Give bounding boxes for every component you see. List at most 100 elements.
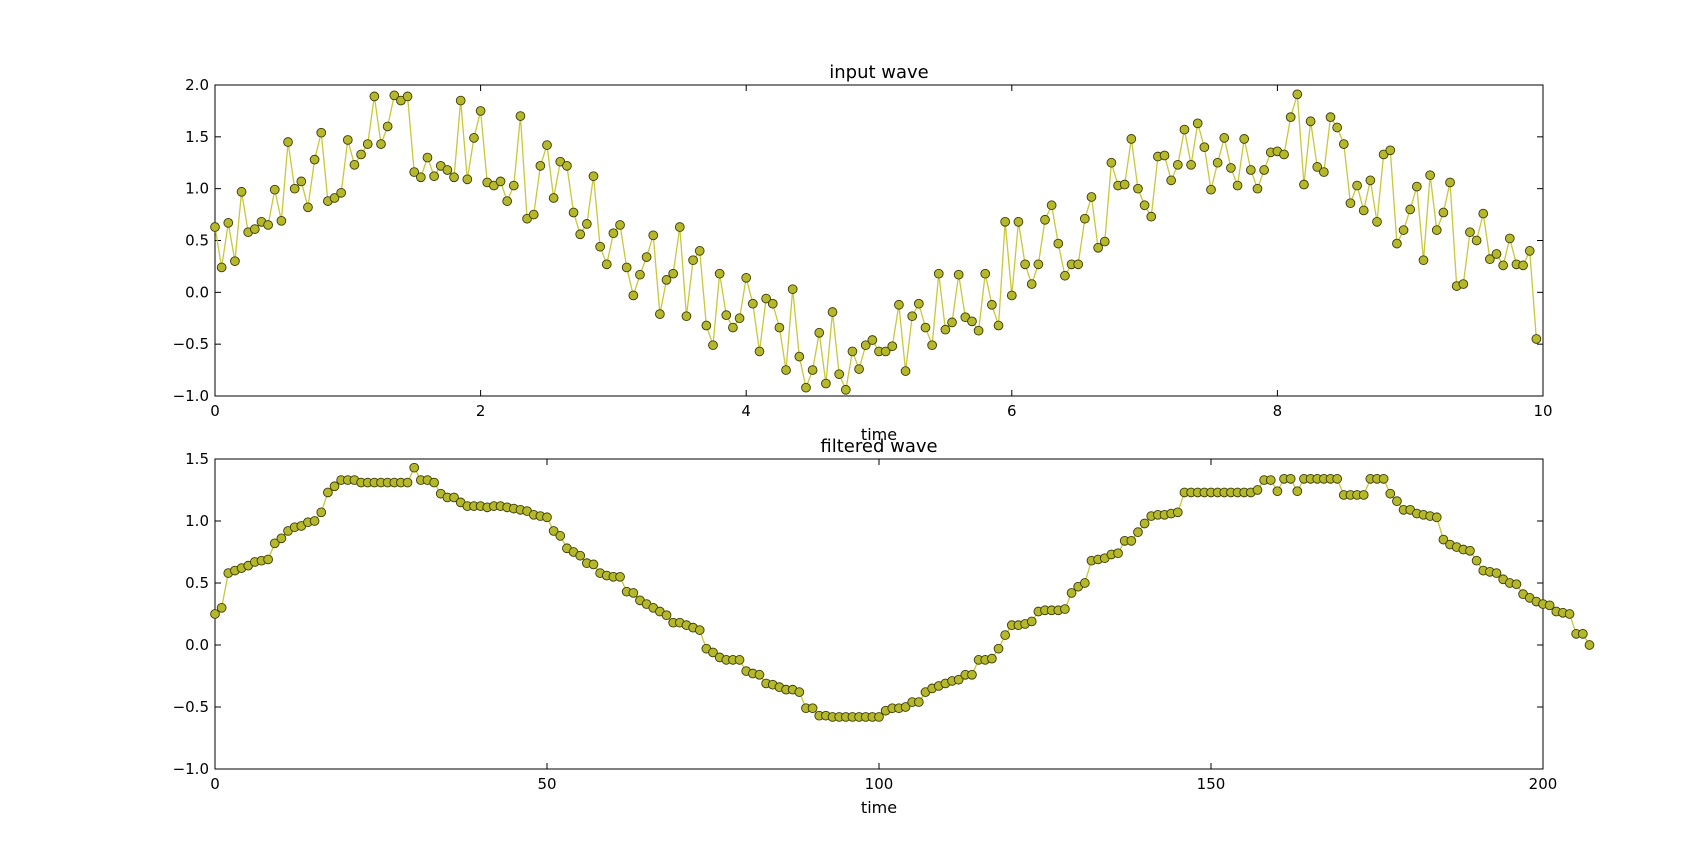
data-point (608, 228, 619, 239)
data-point (1478, 208, 1489, 219)
data-point (973, 325, 984, 336)
data-point (1332, 122, 1343, 133)
data-point (1186, 159, 1196, 170)
data-point (933, 268, 944, 279)
data-point (376, 139, 386, 149)
data-point (1179, 124, 1190, 135)
data-point (1265, 475, 1276, 485)
data-point (880, 346, 891, 357)
data-point (1584, 640, 1595, 650)
data-point (1531, 334, 1542, 344)
data-point (1133, 183, 1143, 194)
data-point (1106, 157, 1117, 168)
data-point (993, 320, 1004, 331)
data-point (1119, 179, 1130, 190)
data-point (216, 262, 227, 273)
data-point (269, 538, 280, 549)
data-point (515, 111, 526, 121)
data-point (987, 299, 997, 310)
data-point (874, 712, 884, 722)
data-point (382, 121, 393, 132)
data-point (628, 588, 639, 598)
data-point (415, 172, 426, 183)
data-point (276, 215, 287, 226)
data-point (927, 340, 937, 351)
data-point (1053, 238, 1064, 249)
data-point (694, 625, 705, 635)
x-tick-label: 150 (1197, 775, 1226, 793)
data-point (249, 224, 260, 234)
data-point (714, 268, 725, 279)
data-point (323, 487, 333, 498)
data-point (1079, 578, 1090, 588)
data-point (661, 610, 672, 621)
data-point (369, 91, 380, 102)
data-point (1458, 279, 1469, 289)
x-tick-label: 8 (1273, 402, 1283, 420)
data-point (210, 222, 220, 232)
x-tick-label: 10 (1533, 402, 1552, 420)
data-point (595, 241, 605, 252)
data-point (462, 174, 473, 185)
data-point (887, 341, 898, 352)
data-point (708, 340, 718, 351)
data-point (913, 697, 924, 707)
data-point (263, 554, 273, 565)
data-point (781, 365, 791, 375)
data-point (303, 202, 313, 213)
data-point (1378, 473, 1389, 484)
data-point (502, 196, 513, 206)
data-point (1338, 139, 1349, 149)
data-point (1172, 159, 1183, 170)
data-point (840, 384, 851, 395)
data-point (993, 643, 1004, 654)
x-axis-label: time (861, 425, 897, 444)
data-point (542, 512, 552, 523)
data-point (1319, 167, 1329, 177)
data-point (1245, 165, 1256, 175)
data-point (581, 219, 592, 229)
data-point (475, 106, 486, 116)
data-point (807, 365, 818, 375)
data-point (316, 127, 327, 138)
data-point (648, 230, 659, 241)
data-point (1239, 134, 1250, 144)
data-point (1285, 112, 1296, 122)
x-tick-label: 100 (865, 775, 894, 793)
data-point (741, 272, 752, 283)
data-point (329, 481, 340, 492)
data-point (1113, 548, 1123, 559)
data-point (913, 298, 924, 309)
data-point (1564, 609, 1575, 619)
y-tick-label: −0.5 (173, 335, 209, 353)
data-point (1445, 177, 1455, 188)
data-point (1498, 260, 1509, 271)
data-point (920, 322, 931, 333)
data-point (1192, 118, 1203, 129)
x-tick-label: 0 (210, 775, 220, 793)
data-point (1199, 142, 1210, 153)
data-point (767, 298, 778, 309)
data-point (615, 220, 625, 230)
data-point (1033, 259, 1044, 270)
data-point (1524, 246, 1535, 256)
data-point (1159, 150, 1170, 161)
y-tick-label: 1.0 (185, 512, 209, 530)
data-point (1133, 527, 1143, 538)
data-point (429, 171, 439, 182)
y-tick-label: 0.5 (185, 574, 209, 592)
data-point (1259, 165, 1269, 175)
data-point (1272, 486, 1283, 497)
data-point (641, 252, 652, 262)
data-point (283, 137, 293, 147)
data-point (953, 674, 964, 685)
data-point (455, 95, 466, 106)
chart-title: input wave (829, 62, 929, 83)
y-tick-label: −1.0 (173, 387, 209, 405)
data-point (907, 311, 918, 322)
data-point (309, 154, 320, 165)
data-point (1418, 255, 1429, 266)
data-point (754, 346, 765, 357)
